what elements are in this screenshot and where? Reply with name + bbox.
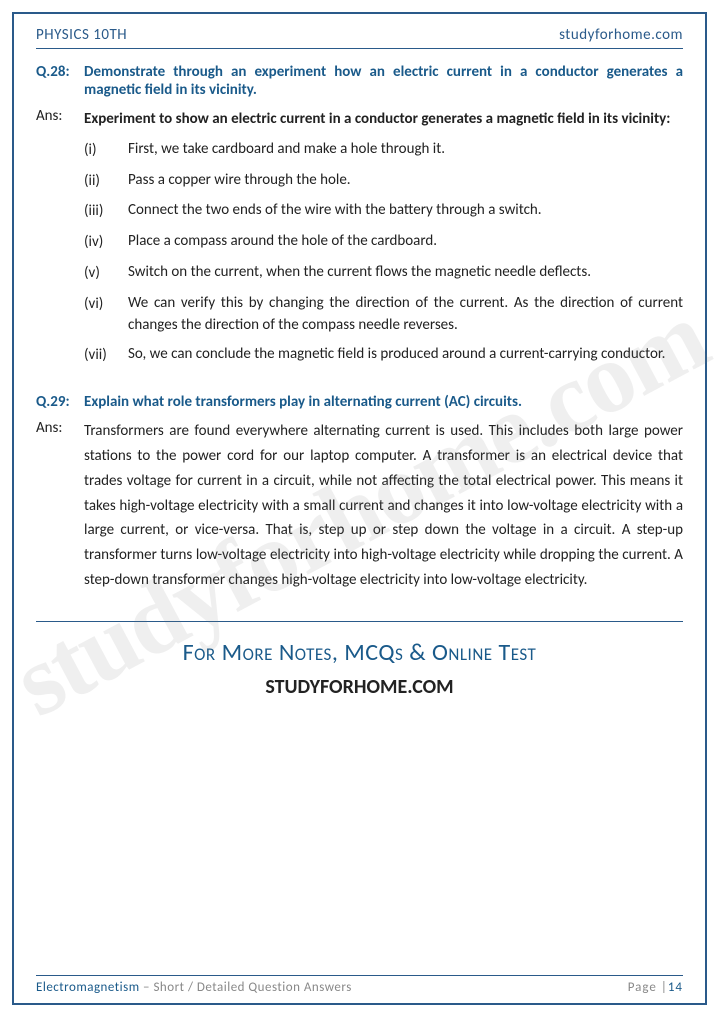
footer-page: Page |14	[628, 980, 683, 995]
answer-body: Transformers are found everywhere altern…	[84, 419, 683, 592]
answer-row: Ans: Experiment to show an electric curr…	[36, 107, 683, 373]
step-num: (iii)	[84, 199, 128, 224]
step-text: Switch on the current, when the current …	[128, 261, 683, 286]
page-container: studyforhome.com PHYSICS 10TH studyforho…	[12, 12, 707, 1005]
answer-label: Ans:	[36, 419, 84, 592]
promo-site: STUDYFORHOME.COM	[36, 675, 683, 699]
step-num: (i)	[84, 138, 128, 163]
promo-heading: For More Notes, MCQs & Online Test	[36, 638, 683, 667]
step-num: (ii)	[84, 169, 128, 194]
footer-page-label: Page |	[628, 980, 668, 995]
answer-label: Ans:	[36, 107, 84, 373]
step-text: So, we can conclude the magnetic field i…	[128, 343, 683, 368]
page-header: PHYSICS 10TH studyforhome.com	[36, 26, 683, 49]
step-text: We can verify this by changing the direc…	[128, 292, 683, 337]
question-number: Q.28:	[36, 63, 84, 99]
answer-row: Ans: Transformers are found everywhere a…	[36, 419, 683, 592]
step-text: Connect the two ends of the wire with th…	[128, 199, 683, 224]
step-item: (iv)Place a compass around the hole of t…	[84, 230, 683, 255]
question-text: Demonstrate through an experiment how an…	[84, 63, 683, 99]
header-subject: PHYSICS 10TH	[36, 26, 127, 44]
step-item: (vii)So, we can conclude the magnetic fi…	[84, 343, 683, 368]
step-num: (v)	[84, 261, 128, 286]
step-text: Pass a copper wire through the hole.	[128, 169, 683, 194]
answer-intro: Experiment to show an electric current i…	[84, 107, 683, 132]
answer-body: Experiment to show an electric current i…	[84, 107, 683, 373]
step-item: (iii)Connect the two ends of the wire wi…	[84, 199, 683, 224]
step-item: (ii)Pass a copper wire through the hole.	[84, 169, 683, 194]
footer-page-number: 14	[668, 980, 683, 995]
footer-topic-sub: – Short / Detailed Question Answers	[140, 980, 352, 995]
footer-topic-name: Electromagnetism	[36, 980, 140, 995]
steps-list: (i)First, we take cardboard and make a h…	[84, 138, 683, 368]
question-text: Explain what role transformers play in a…	[84, 393, 683, 411]
step-text: Place a compass around the hole of the c…	[128, 230, 683, 255]
step-item: (vi)We can verify this by changing the d…	[84, 292, 683, 337]
step-num: (iv)	[84, 230, 128, 255]
question-28-block: Q.28: Demonstrate through an experiment …	[36, 63, 683, 373]
header-site: studyforhome.com	[559, 26, 683, 44]
question-29-block: Q.29: Explain what role transformers pla…	[36, 393, 683, 592]
step-item: (i)First, we take cardboard and make a h…	[84, 138, 683, 163]
step-text: First, we take cardboard and make a hole…	[128, 138, 683, 163]
step-num: (vii)	[84, 343, 128, 368]
question-line: Q.29: Explain what role transformers pla…	[36, 393, 683, 411]
promo-section: For More Notes, MCQs & Online Test STUDY…	[36, 621, 683, 699]
step-num: (vi)	[84, 292, 128, 337]
page-footer: Electromagnetism – Short / Detailed Ques…	[36, 975, 683, 995]
question-line: Q.28: Demonstrate through an experiment …	[36, 63, 683, 99]
step-item: (v)Switch on the current, when the curre…	[84, 261, 683, 286]
question-number: Q.29:	[36, 393, 84, 411]
footer-topic: Electromagnetism – Short / Detailed Ques…	[36, 980, 352, 995]
